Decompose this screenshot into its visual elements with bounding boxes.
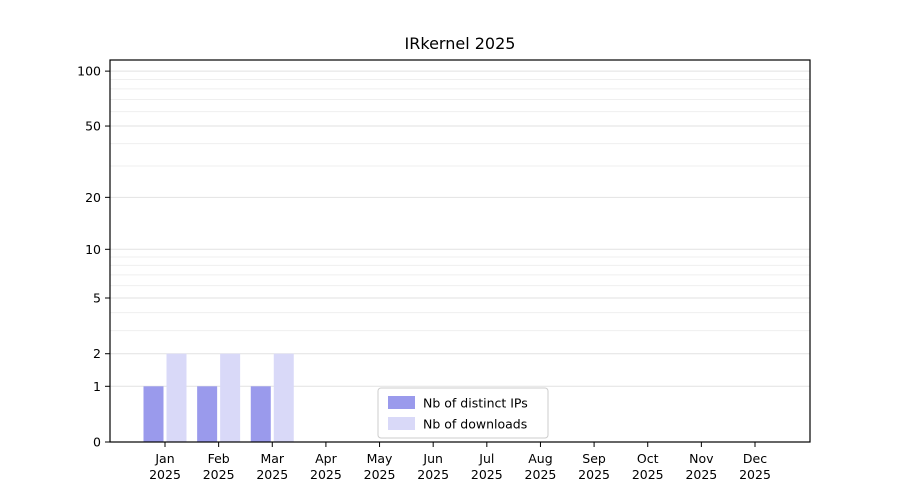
bar-nb-of-distinct-ips-mar	[250, 386, 271, 442]
x-tick-label-month: Dec	[743, 451, 767, 466]
y-tick-label: 1	[93, 379, 101, 394]
x-tick-label-year: 2025	[256, 467, 288, 482]
x-tick-label-year: 2025	[632, 467, 664, 482]
legend-label-1: Nb of downloads	[423, 417, 527, 432]
x-tick-label-month: Jul	[478, 451, 494, 466]
x-tick-label-month: Jun	[422, 451, 443, 466]
x-tick-label-month: May	[367, 451, 393, 466]
x-tick-label-year: 2025	[310, 467, 342, 482]
x-tick-label-month: Mar	[260, 451, 284, 466]
y-tick-label: 50	[85, 119, 101, 134]
chart-title: IRkernel 2025	[404, 34, 516, 53]
y-tick-label: 10	[85, 242, 101, 257]
legend-box	[377, 387, 549, 439]
x-tick-label-year: 2025	[525, 467, 557, 482]
bar-nb-of-distinct-ips-jan	[143, 386, 164, 442]
y-tick-label: 20	[85, 190, 101, 205]
legend-swatch-1	[388, 417, 415, 430]
x-tick-label-year: 2025	[203, 467, 235, 482]
legend-label-0: Nb of distinct IPs	[423, 396, 528, 411]
bars-layer	[143, 353, 294, 442]
x-tick-label-month: Feb	[208, 451, 230, 466]
plot-frame	[109, 59, 811, 443]
x-tick-label-month: Apr	[315, 451, 337, 466]
y-tick-label: 100	[77, 64, 101, 79]
x-tick-label-month: Oct	[637, 451, 659, 466]
y-tick-label: 5	[93, 291, 101, 306]
legend: Nb of distinct IPs Nb of downloads	[377, 387, 549, 439]
x-tick-label-month: Nov	[689, 451, 714, 466]
x-tick-label-year: 2025	[578, 467, 610, 482]
y-tick-label: 0	[93, 435, 101, 450]
gridlines-minor	[110, 79, 810, 332]
x-tick-label-year: 2025	[149, 467, 181, 482]
bar-nb-of-downloads-mar	[273, 353, 294, 442]
x-tick-label-year: 2025	[417, 467, 449, 482]
gridlines-major	[110, 70, 810, 387]
x-tick-label-year: 2025	[685, 467, 717, 482]
x-tick-label-year: 2025	[471, 467, 503, 482]
y-axis: 0 1 2 5 10 20 50 100	[77, 64, 110, 450]
y-tick-label: 2	[93, 346, 101, 361]
x-tick-label-month: Jan	[154, 451, 174, 466]
bar-nb-of-distinct-ips-feb	[197, 386, 218, 442]
bar-nb-of-downloads-jan	[166, 353, 187, 442]
x-tick-label-month: Aug	[528, 451, 552, 466]
bar-nb-of-downloads-feb	[220, 353, 241, 442]
x-axis: Jan2025Feb2025Mar2025Apr2025May2025Jun20…	[149, 442, 771, 482]
x-tick-label-year: 2025	[739, 467, 771, 482]
x-tick-label-month: Sep	[582, 451, 606, 466]
legend-swatch-0	[388, 396, 415, 409]
x-tick-label-year: 2025	[364, 467, 396, 482]
